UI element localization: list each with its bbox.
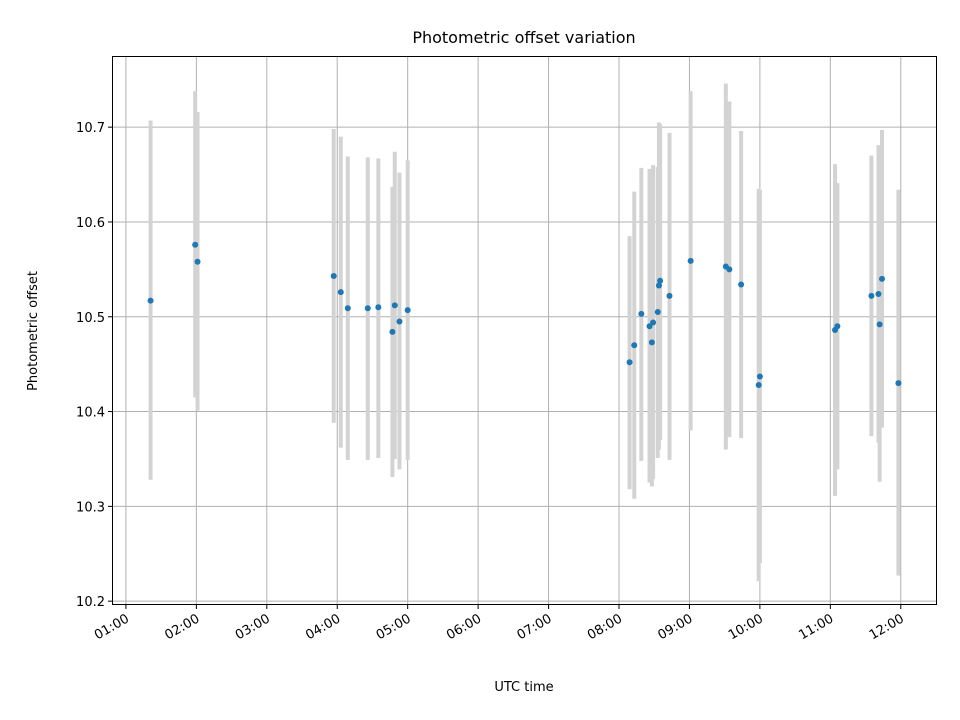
- data-point: [194, 258, 201, 265]
- data-point: [364, 305, 371, 312]
- y-tick-label: 10.3: [76, 500, 105, 515]
- data-point: [654, 309, 661, 316]
- data-point: [631, 342, 638, 349]
- data-point: [147, 297, 154, 304]
- data-point: [648, 339, 655, 346]
- data-point: [650, 319, 657, 326]
- data-point: [638, 310, 645, 317]
- data-point: [666, 292, 673, 299]
- y-tick-label: 10.4: [76, 406, 105, 421]
- data-point: [756, 373, 763, 380]
- data-point: [755, 382, 762, 389]
- x-axis-label: UTC time: [494, 680, 553, 695]
- data-point: [878, 275, 885, 282]
- plot-frame: [112, 56, 937, 605]
- data-point: [646, 323, 653, 330]
- y-axis-ticks: 10.2 10.3 10.4 10.5 10.6 10.7: [76, 121, 113, 610]
- data-point: [404, 307, 411, 314]
- data-point: [337, 289, 344, 296]
- y-tick-label: 10.7: [76, 121, 105, 136]
- y-tick-label: 10.2: [76, 595, 105, 610]
- y-tick-label: 10.5: [76, 311, 105, 326]
- y-tick-label: 10.6: [76, 216, 105, 231]
- data-point: [868, 292, 875, 299]
- data-point: [626, 359, 633, 366]
- data-point: [738, 281, 745, 288]
- data-point: [876, 321, 883, 328]
- data-point: [330, 272, 337, 279]
- data-point: [895, 380, 902, 387]
- data-point: [344, 305, 351, 312]
- data-point: [192, 241, 199, 248]
- data-point: [657, 277, 664, 284]
- data-points: [147, 241, 902, 389]
- data-point: [687, 257, 694, 264]
- data-point: [875, 291, 882, 298]
- y-axis-label: Photometric offset: [26, 271, 41, 391]
- data-point: [396, 318, 403, 325]
- data-point: [375, 304, 382, 311]
- data-point: [389, 328, 396, 335]
- data-point: [391, 302, 398, 309]
- data-point: [834, 323, 841, 330]
- chart-title: Photometric offset variation: [412, 28, 635, 47]
- data-point: [655, 282, 662, 289]
- data-point: [726, 266, 733, 273]
- grid-lines: [113, 57, 936, 604]
